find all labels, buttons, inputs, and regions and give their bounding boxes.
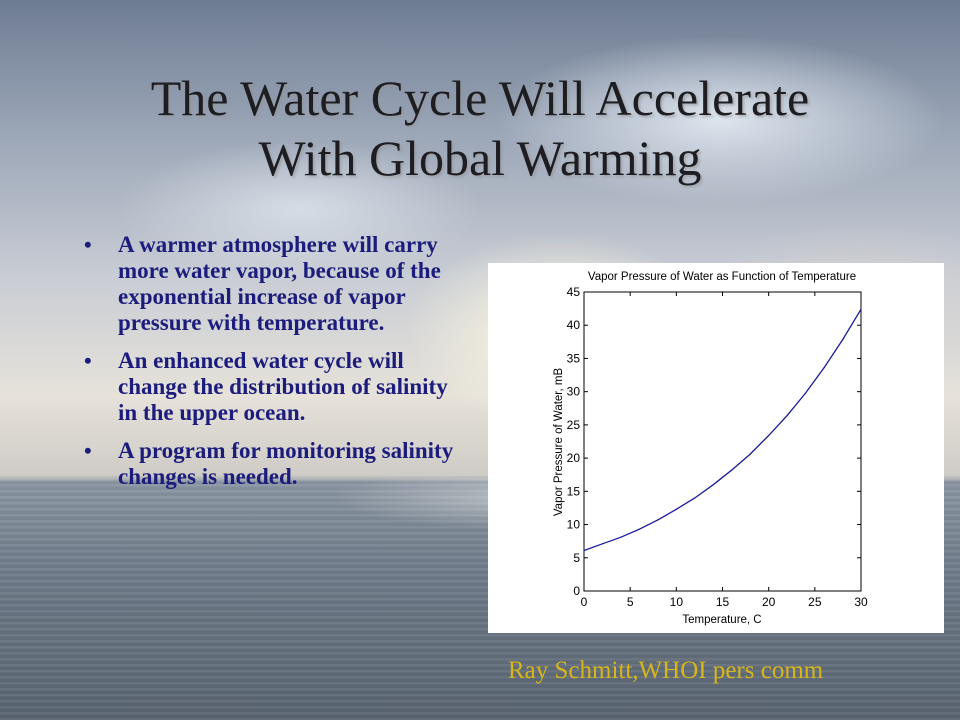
data-point xyxy=(786,414,788,417)
data-point xyxy=(657,519,659,521)
bullet-text: A program for monitoring salinity change… xyxy=(118,438,454,489)
data-point xyxy=(860,308,862,310)
data-point xyxy=(731,469,733,471)
y-tick-label: 30 xyxy=(567,385,581,399)
bullet-icon: • xyxy=(84,232,92,257)
x-axis-label: Temperature, C xyxy=(682,614,761,626)
slide-title: The Water Cycle Will Accelerate With Glo… xyxy=(40,68,920,188)
data-point xyxy=(638,528,640,530)
bullet-item: • A program for monitoring salinity chan… xyxy=(84,438,464,490)
data-point xyxy=(601,543,604,545)
chart-canvas: Vapor Pressure of Water as Function of T… xyxy=(553,271,868,626)
x-axis: 0 5 10 15 20 25 30 xyxy=(581,292,868,609)
y-tick-label: 25 xyxy=(567,418,581,432)
x-tick-label: 15 xyxy=(716,595,730,609)
data-point xyxy=(768,434,770,437)
y-axis: 0 5 10 15 20 25 30 35 40 45 xyxy=(567,285,861,598)
credit-text: Ray Schmitt,WHOI pers comm xyxy=(508,657,824,684)
data-point xyxy=(823,367,825,369)
x-tick-label: 25 xyxy=(808,595,822,609)
bullet-list: • A warmer atmosphere will carry more wa… xyxy=(84,232,464,502)
data-points xyxy=(583,308,862,552)
data-point xyxy=(805,392,807,394)
y-tick-label: 10 xyxy=(567,518,581,532)
bullet-item: • A warmer atmosphere will carry more wa… xyxy=(84,232,464,336)
y-tick-label: 5 xyxy=(573,551,580,565)
data-point xyxy=(694,497,696,499)
y-tick-label: 45 xyxy=(567,285,581,299)
title-line-2: With Global Warming xyxy=(258,130,702,186)
data-point xyxy=(675,508,677,510)
bullet-text: A warmer atmosphere will carry more wate… xyxy=(118,232,441,335)
bullet-text: An enhanced water cycle will change the … xyxy=(118,348,448,425)
data-point xyxy=(749,453,751,455)
data-point xyxy=(620,536,622,538)
vapor-pressure-chart: Vapor Pressure of Water as Function of T… xyxy=(488,263,944,633)
y-tick-label: 0 xyxy=(573,584,580,598)
bullet-icon: • xyxy=(84,438,92,463)
plot-frame xyxy=(583,291,862,592)
y-tick-label: 15 xyxy=(567,484,581,498)
x-tick-label: 20 xyxy=(762,595,776,609)
x-tick-label: 10 xyxy=(670,595,684,609)
vapor-pressure-line xyxy=(583,308,862,552)
y-tick-label: 20 xyxy=(567,451,581,465)
bullet-item: • An enhanced water cycle will change th… xyxy=(84,348,464,426)
title-line-1: The Water Cycle Will Accelerate xyxy=(150,70,810,126)
y-axis-label: Vapor Pressure of Water, mB xyxy=(553,368,565,517)
chart-title: Vapor Pressure of Water as Function of T… xyxy=(588,271,856,283)
x-tick-label: 30 xyxy=(854,595,868,609)
y-tick-label: 40 xyxy=(567,318,581,332)
y-tick-label: 35 xyxy=(567,351,581,365)
data-point xyxy=(841,339,844,341)
x-tick-label: 5 xyxy=(627,595,634,609)
data-point xyxy=(583,549,585,552)
bullet-icon: • xyxy=(84,348,92,373)
data-point xyxy=(712,484,714,486)
x-tick-label: 0 xyxy=(581,595,588,609)
